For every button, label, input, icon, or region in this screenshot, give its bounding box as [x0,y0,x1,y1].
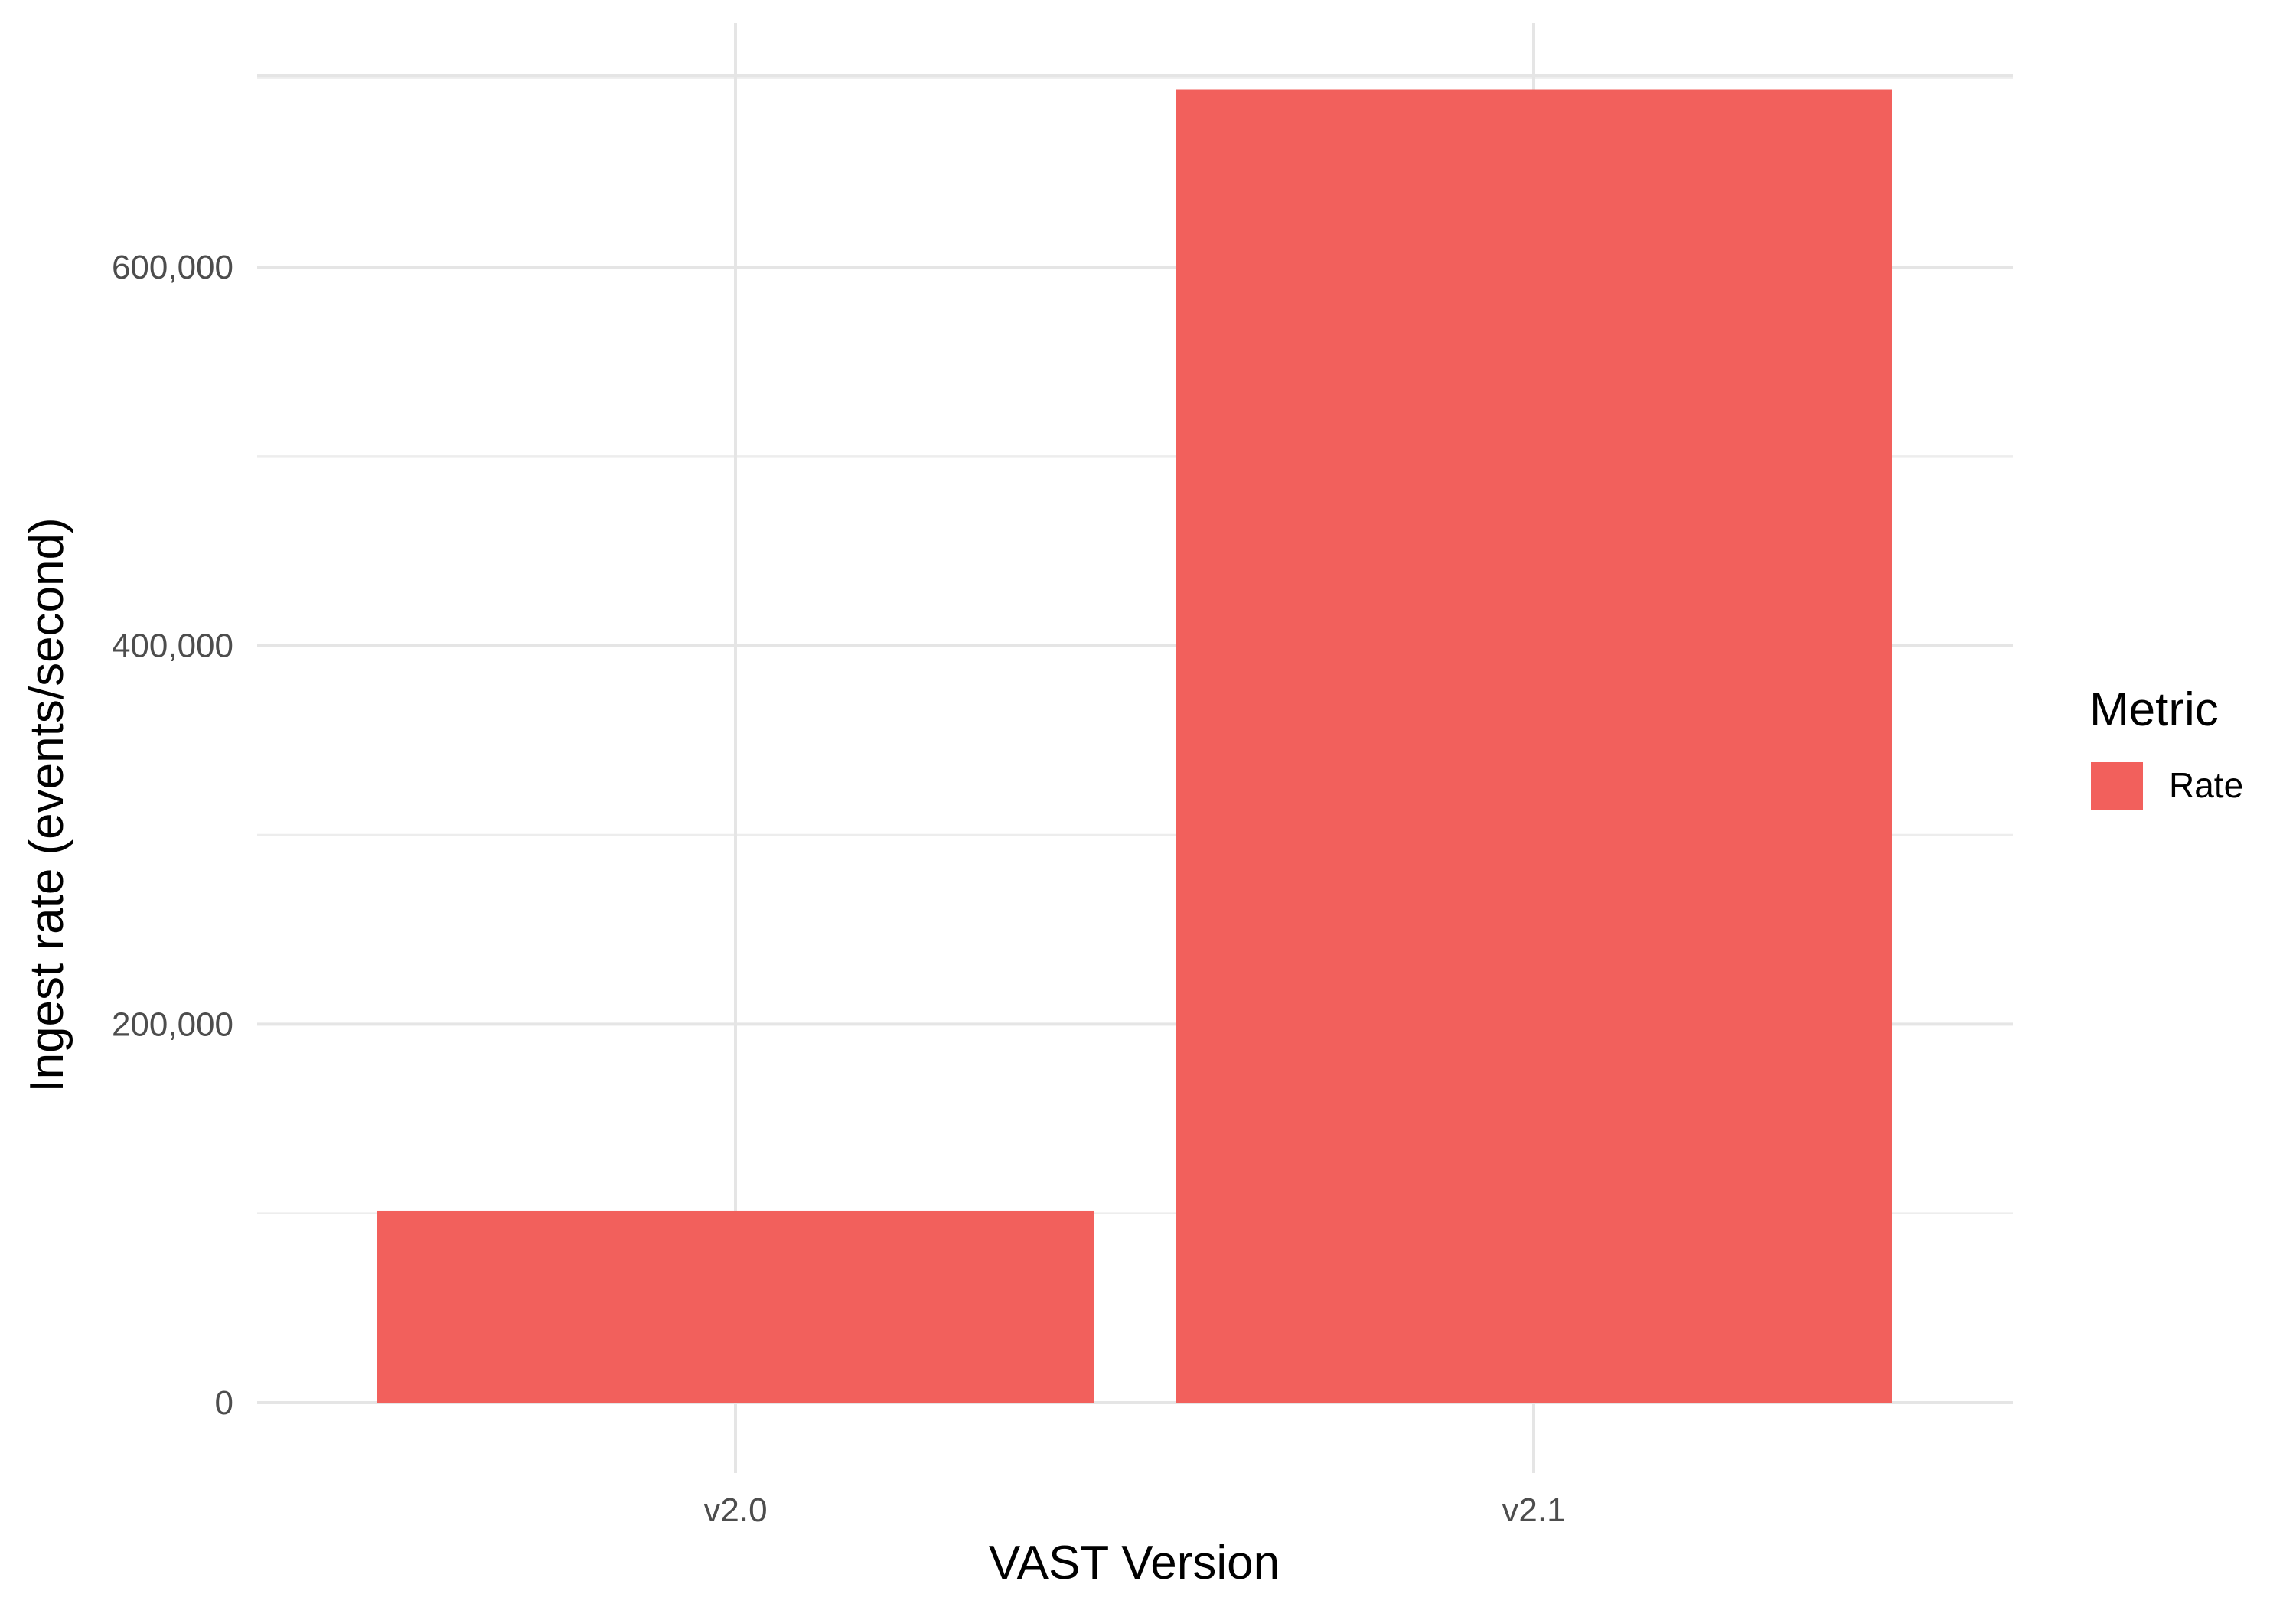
legend-swatch-rate [2091,762,2143,810]
y-tick-label: 0 [215,1384,233,1422]
legend-title: Metric [2089,683,2219,736]
y-tick-label: 600,000 [112,249,233,286]
bar-v2-0 [377,1210,1094,1403]
y-axis-title: Ingest rate (events/second) [21,517,73,1092]
x-tick-label: v2.1 [1502,1491,1565,1529]
x-tick-label: v2.0 [703,1491,767,1529]
legend: Metric Rate [2089,683,2243,810]
bar-v2-1 [1176,89,1892,1403]
legend-label-rate: Rate [2169,765,2243,805]
y-tick-label: 200,000 [112,1006,233,1043]
bars [377,89,1892,1403]
tick-labels: 0 200,000 400,000 600,000 v2.0 v2.1 [112,249,1566,1529]
y-tick-label: 400,000 [112,627,233,665]
x-axis-title: VAST Version [989,1537,1280,1589]
